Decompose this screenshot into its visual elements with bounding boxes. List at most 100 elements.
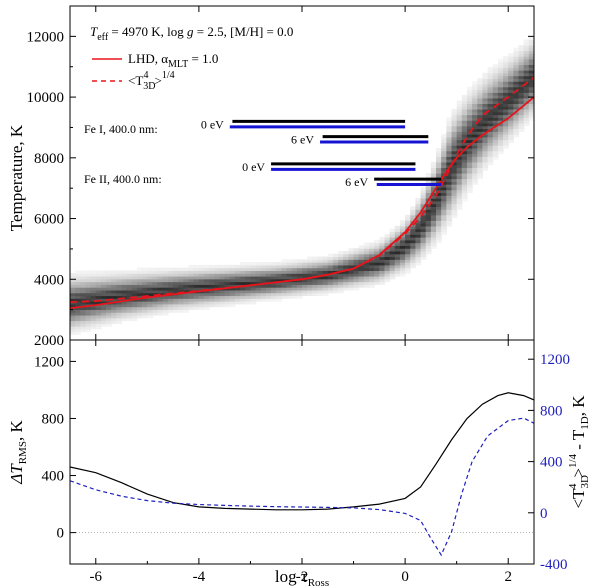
heatmap-cell [508, 131, 514, 135]
heatmap-cell [477, 170, 484, 174]
heatmap-cell [209, 270, 215, 274]
heatmap-cell [466, 86, 473, 91]
heatmap-cell [332, 281, 339, 285]
heatmap-cell [70, 287, 76, 291]
heatmap-cell [90, 312, 97, 316]
heatmap-cell [234, 275, 241, 280]
heatmap-cell [70, 275, 76, 280]
heatmap-cell [492, 70, 499, 74]
heatmap-cell [379, 264, 386, 269]
heatmap-cell [322, 259, 329, 263]
heatmap-cell [503, 70, 509, 74]
heatmap-cell [224, 303, 231, 308]
heatmap-cell [503, 111, 509, 116]
heatmap-cell [497, 128, 504, 132]
heatmap-cell [451, 211, 458, 216]
heatmap-cell [224, 298, 231, 302]
heatmap-cell [430, 228, 437, 233]
heatmap-cell [126, 270, 133, 274]
heatmap-cell [126, 273, 133, 277]
heatmap-cell [167, 273, 174, 277]
heatmap-cell [245, 278, 252, 283]
heatmap-cell [497, 114, 504, 118]
heatmap-cell [492, 72, 499, 77]
heatmap-cell [430, 217, 437, 221]
heatmap-cell [482, 150, 489, 155]
heatmap-cell [188, 264, 195, 269]
heatmap-cell [405, 223, 411, 227]
heatmap-cell [229, 267, 236, 272]
x-tick-label: -2 [296, 569, 309, 585]
heatmap-cell [394, 242, 401, 246]
heatmap-cell [291, 292, 298, 297]
heatmap-cell [111, 273, 117, 277]
heatmap-cell [528, 111, 534, 116]
heatmap-cell [95, 309, 102, 313]
heatmap-cell [229, 295, 236, 299]
heatmap-cell [518, 95, 525, 99]
heatmap-cell [482, 114, 489, 118]
heatmap-cell [430, 192, 437, 196]
heatmap-cell [193, 275, 200, 280]
heatmap-cell [152, 301, 159, 305]
heatmap-cell [451, 175, 458, 180]
heatmap-cell [425, 250, 432, 255]
heatmap-cell [137, 287, 143, 291]
heatmap-cell [405, 242, 411, 246]
heatmap-cell [472, 89, 478, 93]
heatmap-cell [436, 186, 442, 191]
heatmap-cell [451, 186, 458, 191]
heatmap-cell [255, 267, 262, 272]
heatmap-cell [147, 309, 154, 313]
heatmap-cell [487, 161, 494, 166]
heatmap-cell [523, 111, 530, 116]
heatmap-cell [430, 231, 437, 235]
heatmap-cell [131, 309, 138, 313]
heatmap-cell [358, 284, 365, 288]
heatmap-cell [173, 298, 179, 302]
heatmap-cell [415, 217, 422, 221]
heatmap-cell [214, 278, 221, 283]
heatmap-cell [492, 145, 499, 149]
left-y-tick-label: 1200 [34, 354, 64, 370]
heatmap-cell [363, 245, 370, 249]
heatmap-cell [338, 273, 344, 277]
heatmap-cell [167, 284, 174, 288]
heatmap-cell [384, 256, 391, 260]
heatmap-cell [214, 281, 221, 285]
heatmap-cell [131, 312, 138, 316]
heatmap-cell [291, 284, 298, 288]
heatmap-cell [281, 287, 288, 291]
heatmap-cell [369, 278, 375, 283]
heatmap-cell [338, 259, 344, 263]
heatmap-cell [100, 278, 107, 283]
heatmap-cell [477, 97, 484, 102]
heatmap-cell [472, 178, 478, 182]
heatmap-cell [348, 262, 355, 266]
heatmap-cell [497, 150, 504, 155]
heatmap-cell [487, 122, 494, 127]
heatmap-cell [466, 134, 473, 138]
heatmap-cell [204, 278, 210, 283]
heatmap-cell [353, 267, 360, 272]
heatmap-cell [461, 161, 468, 166]
heatmap-cell [446, 131, 453, 135]
heatmap-cell [229, 303, 236, 308]
heatmap-cell [147, 301, 154, 305]
heatmap-cell [219, 281, 226, 285]
heatmap-cell [513, 97, 520, 102]
heatmap-cell [410, 242, 417, 246]
heatmap-cell [466, 117, 473, 121]
heatmap-cell [198, 275, 205, 280]
heatmap-cell [503, 67, 509, 71]
heatmap-cell [276, 292, 282, 297]
heatmap-cell [271, 284, 277, 288]
heatmap-cell [75, 270, 81, 274]
heatmap-cell [472, 108, 478, 113]
heatmap-cell [456, 142, 463, 146]
heatmap-cell [425, 239, 432, 244]
heatmap-cell [260, 292, 267, 297]
heatmap-cell [126, 278, 133, 283]
heatmap-cell [446, 161, 453, 166]
heatmap-cell [90, 273, 97, 277]
